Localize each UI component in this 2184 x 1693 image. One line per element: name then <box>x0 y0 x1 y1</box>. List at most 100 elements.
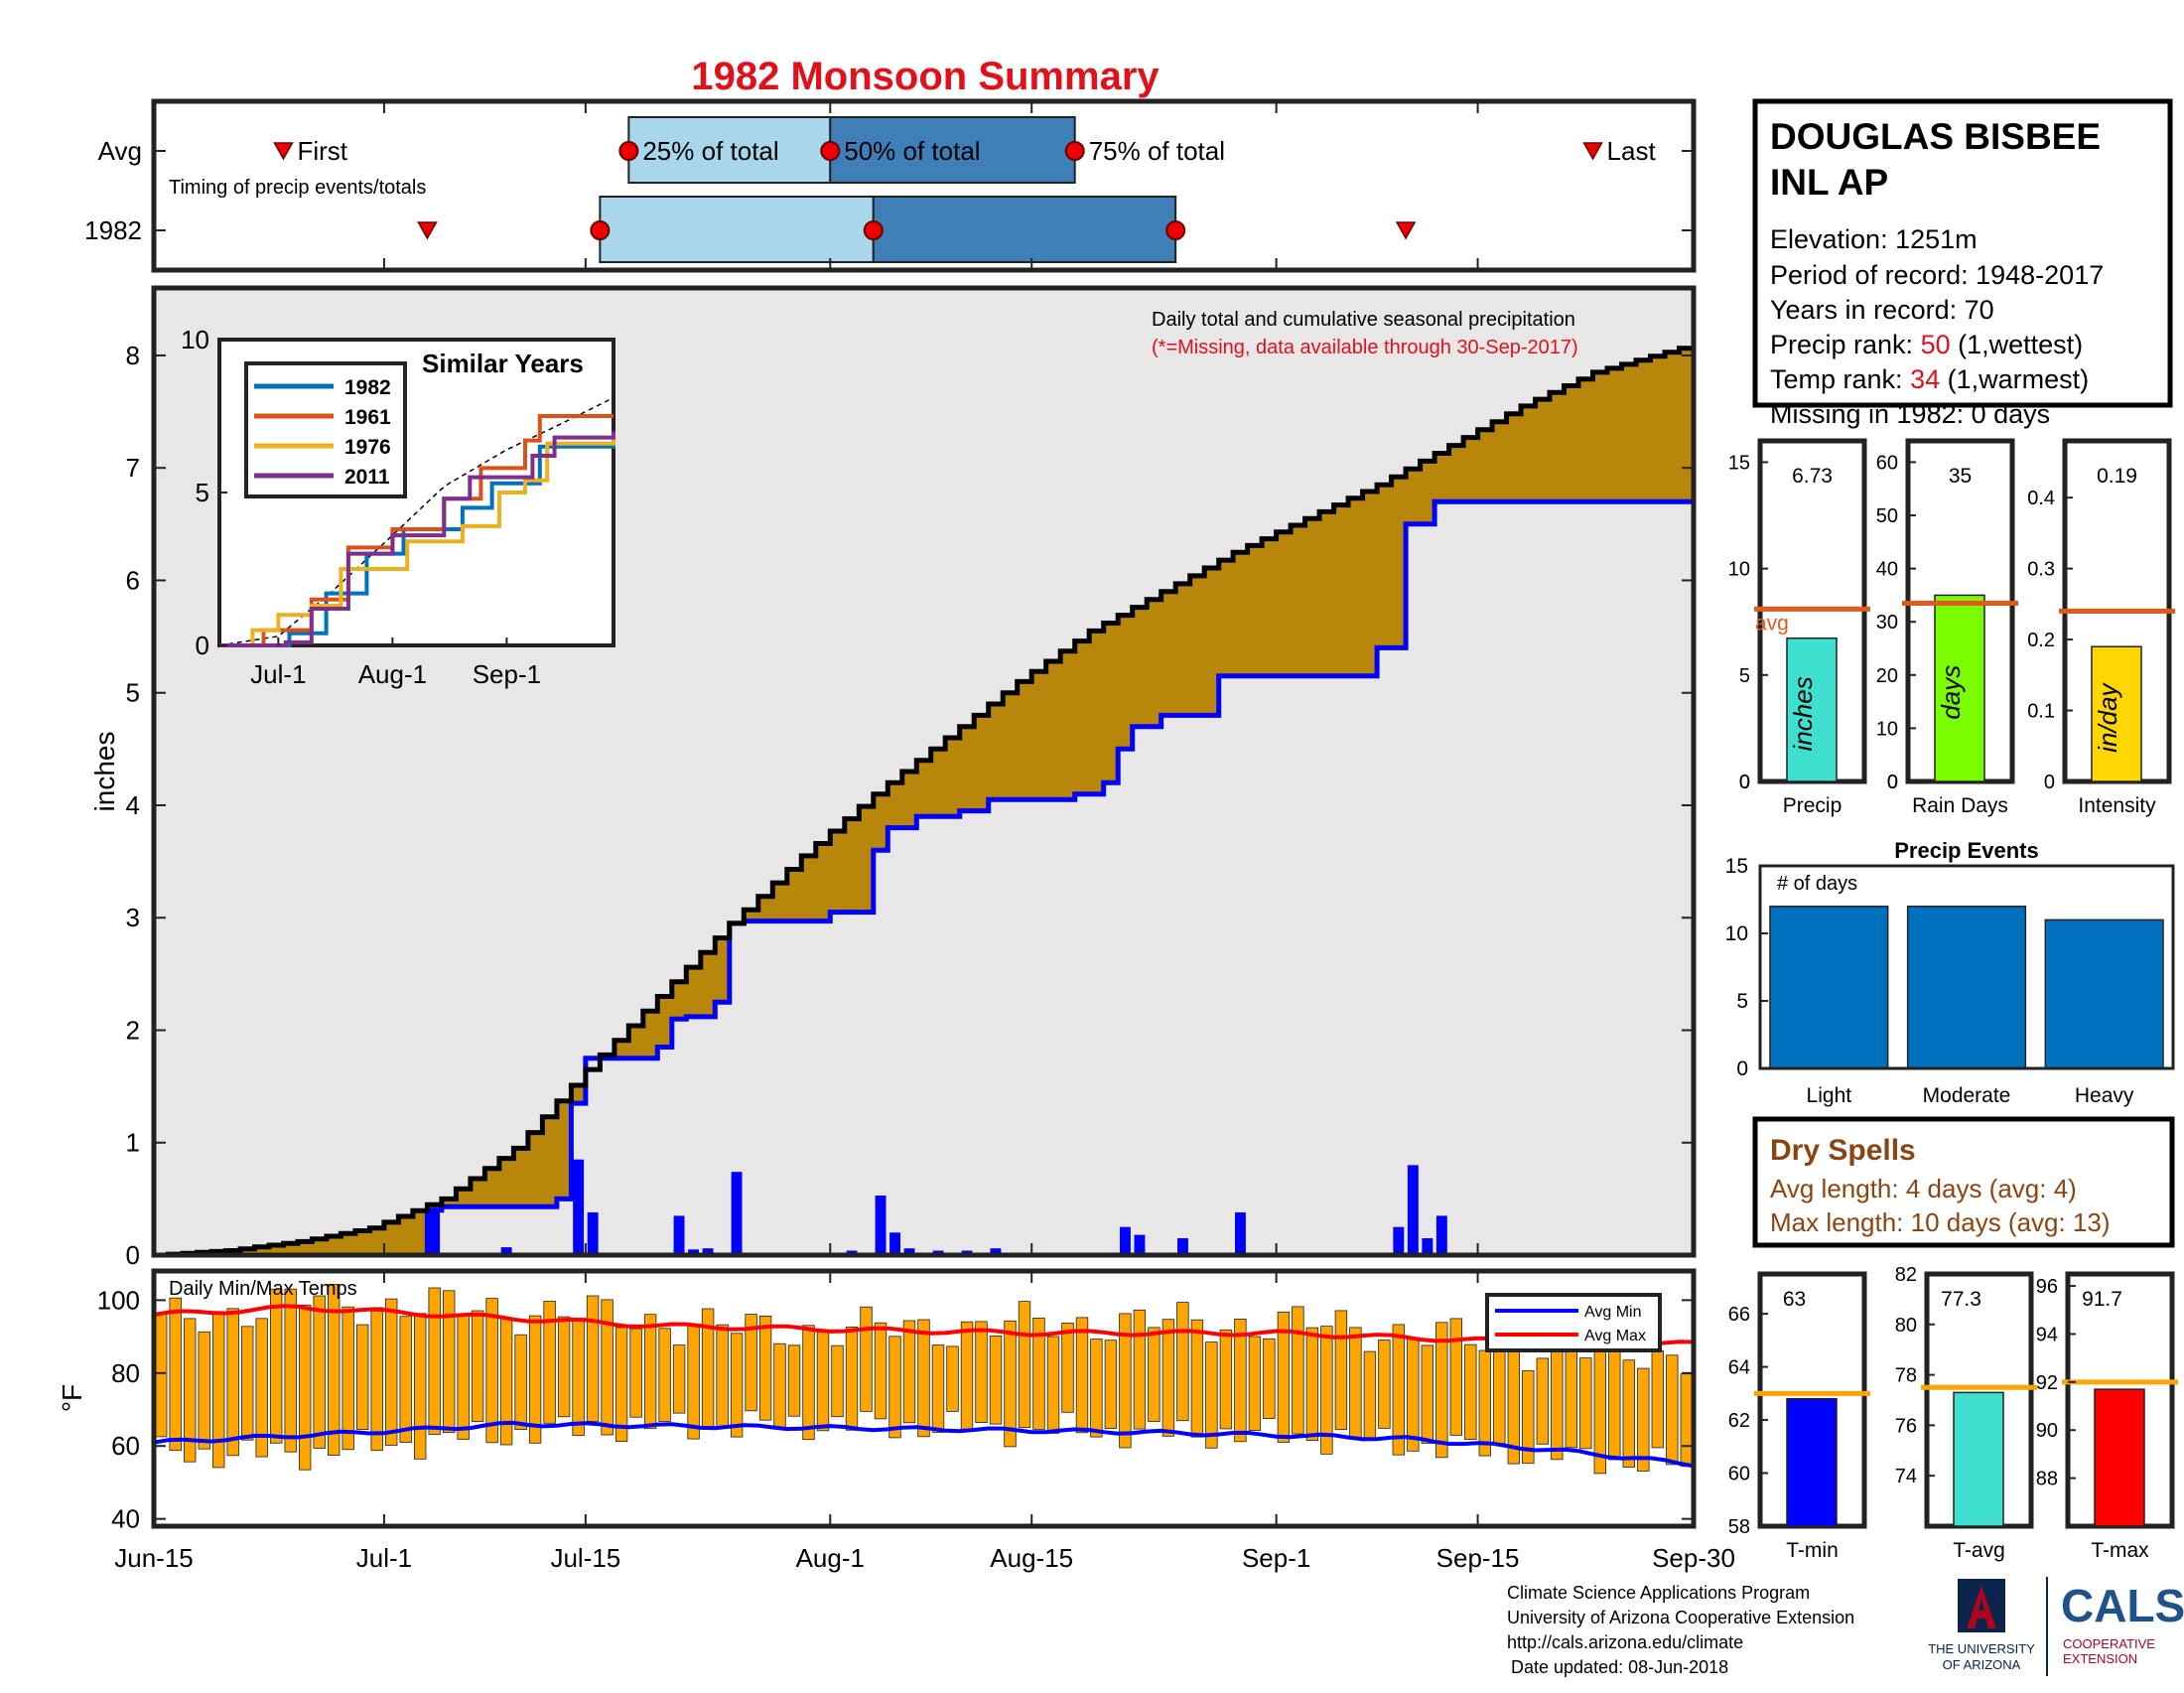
minibar-ytick-label: 10 <box>1728 559 1750 581</box>
ua-a-notch-icon <box>1979 1599 1984 1611</box>
tempbar-ytick-label: 76 <box>1895 1415 1917 1437</box>
minibar-unit-label: days <box>1936 665 1966 720</box>
season-stats-bars: 0 5 10 15 0 6.73 Precip inches avg 0 10 20 30 40 50 60 0… <box>1728 438 2175 817</box>
timing-first-label: First <box>297 136 347 166</box>
daily-temp-bar <box>211 1313 225 1469</box>
tempbar-ytick-label: 64 <box>1728 1357 1750 1379</box>
timing-row-label: Avg <box>98 136 142 166</box>
station-temp-rank: Temp rank: 34 (1,warmest) <box>1770 364 2089 394</box>
daily-temp-bar <box>1148 1327 1160 1422</box>
minibar-category-label: Rain Days <box>1912 794 2008 817</box>
minibar-ytick-label: 0 <box>1887 772 1898 793</box>
minibar-category-label: Precip <box>1783 794 1843 817</box>
inset-ytick-label: 10 <box>181 325 209 354</box>
daily-temp-bar <box>917 1319 930 1438</box>
precip-events-chart: Light Moderate Heavy 0 5 10 15 Precip Events # o… <box>1725 838 2175 1107</box>
figure-title: 1982 Monsoon Summary <box>691 55 1160 98</box>
daily-temp-bar <box>1565 1347 1578 1449</box>
date-xtick-label: Aug-15 <box>990 1543 1073 1573</box>
tempbar-ytick-label: 62 <box>1728 1410 1750 1432</box>
minibar-ytick-label: 0.2 <box>2027 630 2055 651</box>
cals-logo-line2: EXTENSION <box>2063 1651 2137 1666</box>
daily-temp-bar <box>745 1314 757 1412</box>
daily-temp-bar <box>1190 1319 1204 1438</box>
daily-temp-bar <box>1292 1306 1304 1435</box>
events-title: Precip Events <box>1894 838 2039 863</box>
daily-temp-bar <box>457 1314 470 1440</box>
daily-temp-bar <box>198 1331 210 1450</box>
events-category-label: Moderate <box>1923 1084 2011 1107</box>
daily-temp-bar <box>960 1321 974 1430</box>
daily-temp-bar <box>1161 1319 1175 1437</box>
station-name-line2: INL AP <box>1770 162 1888 203</box>
timing-percentile-marker <box>618 141 639 161</box>
timing-triangle-icon <box>1582 142 1603 161</box>
daily-temp-bar <box>773 1342 786 1428</box>
footer-line4: Date updated: 08-Jun-2018 <box>1511 1657 1728 1677</box>
events-ytick-label: 0 <box>1736 1058 1748 1080</box>
daily-temp-bar <box>586 1295 600 1422</box>
daily-precip-bar <box>673 1215 685 1255</box>
inset-series-1976 <box>219 437 615 647</box>
minibar-category-label: Intensity <box>2078 794 2156 817</box>
tempbar-ytick-label: 60 <box>1728 1464 1750 1485</box>
timing-panel: Avg 1982 First 25% of total 50% of total 75% … <box>84 98 1697 273</box>
daily-temp-bar <box>471 1310 484 1423</box>
precip-plot-frame <box>151 285 1697 1258</box>
daily-temp-bar <box>1018 1301 1031 1429</box>
timing-triangle-icon <box>273 142 294 161</box>
daily-precip-bar <box>889 1232 900 1255</box>
timing-triangle-icon <box>1395 221 1417 240</box>
daily-temp-bar <box>1378 1340 1391 1429</box>
daily-temp-bar <box>1061 1323 1074 1413</box>
daily-temp-bar <box>1248 1336 1262 1431</box>
date-xtick-label: Sep-15 <box>1436 1543 1520 1573</box>
temps-legend-frame <box>1485 1293 1662 1352</box>
events-frame <box>1758 864 2175 1070</box>
normal-cumulative-line <box>154 344 1697 1258</box>
date-xtick-label: Jun-15 <box>114 1543 194 1573</box>
daily-temp-bar <box>1176 1302 1189 1422</box>
daily-temp-bar <box>499 1317 513 1446</box>
minibar-ytick-label: 40 <box>1876 559 1898 581</box>
daily-precip-bar <box>688 1249 699 1255</box>
daily-temp-bar <box>816 1331 830 1432</box>
daily-temp-bar <box>384 1298 398 1446</box>
minibar-ytick-label: 15 <box>1728 452 1750 474</box>
minibar-value-label: 0.19 <box>2097 465 2137 488</box>
dry-spells-box: Dry Spells Avg length: 4 days (avg: 4) M… <box>1752 1116 2175 1248</box>
tempbar-category-label: T-avg <box>1953 1539 2005 1562</box>
daily-temp-bar <box>485 1298 498 1444</box>
daily-temp-bar <box>1464 1343 1477 1440</box>
tempbar-category-label: T-min <box>1786 1539 1839 1562</box>
daily-temp-bar <box>1320 1326 1333 1455</box>
cals-logo: CALS COOPERATIVE EXTENSION <box>2061 1580 2184 1666</box>
timing-row-label: 1982 <box>84 215 142 245</box>
station-period: Period of record: 1948-2017 <box>1770 260 2104 290</box>
daily-temp-bar <box>1349 1327 1362 1439</box>
minibar-ytick-label: 5 <box>1739 665 1750 687</box>
precip-ytick-label: 8 <box>126 341 140 370</box>
events-ytick-label: 5 <box>1736 990 1748 1013</box>
precip-ytick-label: 0 <box>126 1240 140 1270</box>
daily-temp-bar <box>975 1321 988 1424</box>
tempbar-ytick-label: 94 <box>2036 1324 2058 1345</box>
daily-temp-bar <box>1263 1338 1276 1420</box>
daily-temp-bar <box>730 1333 744 1438</box>
timing-last-label: Last <box>1607 136 1657 166</box>
daily-precip-bar <box>731 1172 743 1255</box>
precip-ylabel: inches <box>89 732 120 812</box>
daily-temp-bar <box>902 1320 916 1424</box>
station-precip-rank: Precip rank: 50 (1,wettest) <box>1770 330 2083 359</box>
temp-rank-note: (1,warmest) <box>1940 364 2089 394</box>
minibar-ytick-label: 60 <box>1876 452 1898 474</box>
daily-temp-bar <box>1478 1349 1492 1457</box>
tempbar-ytick-label: 80 <box>1895 1315 1917 1337</box>
tempbar-ytick-label: 88 <box>2036 1469 2058 1490</box>
timing-box-50-75 <box>872 196 1177 263</box>
daily-temp-bar <box>514 1334 527 1430</box>
daily-temp-bar <box>1133 1309 1147 1430</box>
date-xtick-label: Jul-15 <box>550 1543 620 1573</box>
daily-temp-bar <box>1551 1338 1564 1461</box>
footer-line2: University of Arizona Cooperative Extens… <box>1507 1608 1854 1627</box>
